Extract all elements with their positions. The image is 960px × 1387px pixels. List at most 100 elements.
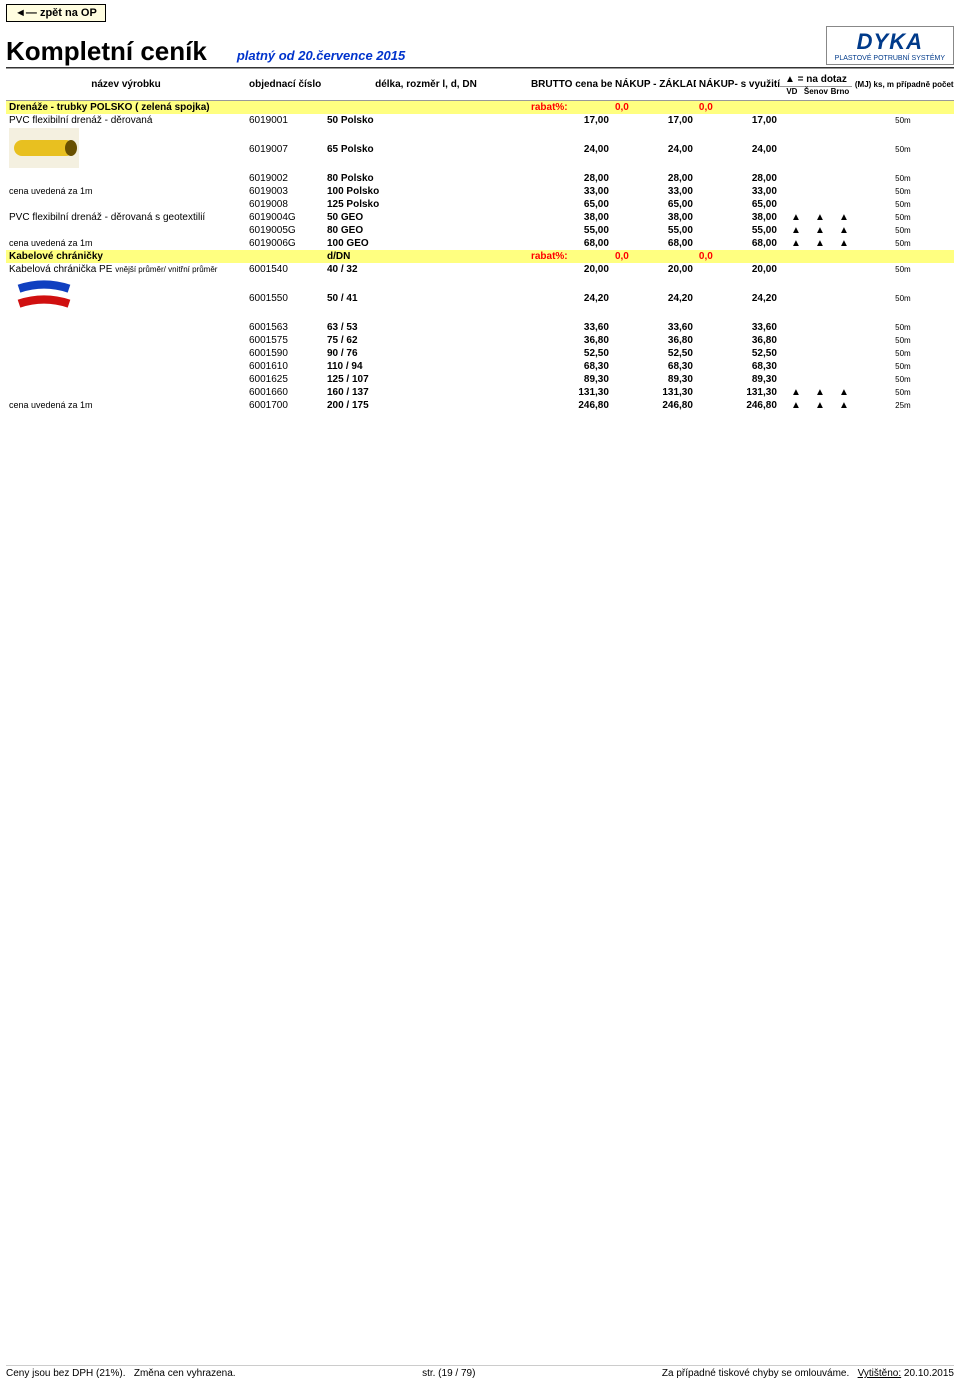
price-brutto: 38,00 (528, 211, 612, 224)
table-row: 600156363 / 5333,6033,6033,6050m (6, 321, 954, 334)
price-base: 33,60 (612, 321, 696, 334)
order-code: 6001590 (246, 347, 324, 360)
pack: 50m (852, 373, 954, 386)
order-code: 6019008 (246, 198, 324, 211)
table-row: cena uvedená za 1m6001700200 / 175246,80… (6, 399, 954, 412)
wh-vd: VD (780, 87, 804, 96)
price-note: cena uvedená za 1m (9, 238, 93, 248)
section-title: Kabelové chráničky (6, 250, 324, 263)
section-header: Kabelové chráničkyd/DNrabat%:0,00,0 (6, 250, 954, 263)
price-disc: 24,20 (696, 276, 780, 321)
pack: 50m (852, 321, 954, 334)
stock-vd (780, 263, 804, 276)
stock-brno: ▲ (828, 237, 852, 250)
table-row: 601900765 Polsko24,0024,0024,0050m (6, 127, 954, 172)
stock-vd (780, 114, 804, 127)
order-code: 6001700 (246, 399, 324, 412)
stock-brno: ▲ (828, 386, 852, 399)
price-disc: 52,50 (696, 347, 780, 360)
table-row: 600157575 / 6236,8036,8036,8050m (6, 334, 954, 347)
order-code: 6019004G (246, 211, 324, 224)
price-brutto: 68,00 (528, 237, 612, 250)
stock-brno: ▲ (828, 224, 852, 237)
stock-senov (804, 198, 828, 211)
product-name: PVC flexibilní drenáž - děrovaná s geote… (9, 212, 205, 223)
price-base: 55,00 (612, 224, 696, 237)
table-row: PVC flexibilní drenáž - děrovaná s geote… (6, 211, 954, 224)
price-brutto: 20,00 (528, 263, 612, 276)
order-code: 6019005G (246, 224, 324, 237)
rabat-label: rabat%: (528, 250, 612, 263)
price-brutto: 68,30 (528, 360, 612, 373)
dimension: 50 GEO (324, 211, 528, 224)
pack: 50m (852, 185, 954, 198)
table-row: 6001625125 / 10789,3089,3089,3050m (6, 373, 954, 386)
price-brutto: 246,80 (528, 399, 612, 412)
stock-brno (828, 263, 852, 276)
price-note: cena uvedená za 1m (9, 186, 93, 196)
price-disc: 55,00 (696, 224, 780, 237)
stock-brno (828, 172, 852, 185)
back-button[interactable]: ◄— zpět na OP (6, 4, 106, 22)
price-base: 24,00 (612, 127, 696, 172)
order-code: 6001610 (246, 360, 324, 373)
stock-senov (804, 373, 828, 386)
col-dim: délka, rozměr l, d, DN (324, 69, 528, 101)
price-brutto: 89,30 (528, 373, 612, 386)
dimension: 40 / 32 (324, 263, 528, 276)
stock-vd (780, 334, 804, 347)
stock-senov (804, 185, 828, 198)
stock-vd (780, 172, 804, 185)
table-row: cena uvedená za 1m6019006G100 GEO68,0068… (6, 237, 954, 250)
table-row: 6001660160 / 137131,30131,30131,30▲▲▲50m (6, 386, 954, 399)
stock-senov: ▲ (804, 399, 828, 412)
stock-brno (828, 334, 852, 347)
dimension: 63 / 53 (324, 321, 528, 334)
price-disc: 246,80 (696, 399, 780, 412)
page-subtitle: platný od 20.července 2015 (237, 48, 405, 63)
table-row: 6001610110 / 9468,3068,3068,3050m (6, 360, 954, 373)
price-brutto: 65,00 (528, 198, 612, 211)
rabat-label: rabat%: (528, 101, 612, 115)
footer-printed-label: Vytištěno: (858, 1368, 902, 1379)
stock-vd (780, 276, 804, 321)
price-base: 246,80 (612, 399, 696, 412)
price-disc: 68,00 (696, 237, 780, 250)
stock-brno (828, 185, 852, 198)
price-brutto: 55,00 (528, 224, 612, 237)
table-row: 600159090 / 7652,5052,5052,5050m (6, 347, 954, 360)
footer-page: str. (19 / 79) (422, 1368, 475, 1379)
price-disc: 28,00 (696, 172, 780, 185)
price-base: 24,20 (612, 276, 696, 321)
stock-brno (828, 373, 852, 386)
logo-sub: PLASTOVÉ POTRUBNÍ SYSTÉMY (835, 55, 945, 62)
section-dim: d/DN (324, 250, 528, 263)
price-disc: 24,00 (696, 127, 780, 172)
footer-vat: Ceny jsou bez DPH (21%). (6, 1368, 126, 1379)
page-title: Kompletní ceník (6, 36, 207, 67)
table-row: 601900280 Polsko28,0028,0028,0050m (6, 172, 954, 185)
stock-vd: ▲ (780, 224, 804, 237)
dimension: 75 / 62 (324, 334, 528, 347)
stock-brno (828, 198, 852, 211)
price-base: 20,00 (612, 263, 696, 276)
price-disc: 65,00 (696, 198, 780, 211)
price-disc: 20,00 (696, 263, 780, 276)
price-brutto: 28,00 (528, 172, 612, 185)
col-nakup1: NÁKUP - ZÁKLADNÍ rabat (612, 69, 696, 101)
order-code: 6001575 (246, 334, 324, 347)
order-code: 6019003 (246, 185, 324, 198)
dimension: 110 / 94 (324, 360, 528, 373)
price-base: 68,30 (612, 360, 696, 373)
stock-vd (780, 127, 804, 172)
dimension: 50 Polsko (324, 114, 528, 127)
order-code: 6001550 (246, 276, 324, 321)
col-pack: (MJ) ks, m případně počet v balení (852, 69, 954, 101)
dimension: 200 / 175 (324, 399, 528, 412)
price-base: 38,00 (612, 211, 696, 224)
section-title: Drenáže - trubky POLSKO ( zelená spojka) (6, 101, 324, 115)
order-code: 6019006G (246, 237, 324, 250)
stock-vd: ▲ (780, 399, 804, 412)
price-table: název výrobku objednací číslo délka, roz… (6, 68, 954, 412)
logo-text: DYKA (835, 29, 945, 55)
